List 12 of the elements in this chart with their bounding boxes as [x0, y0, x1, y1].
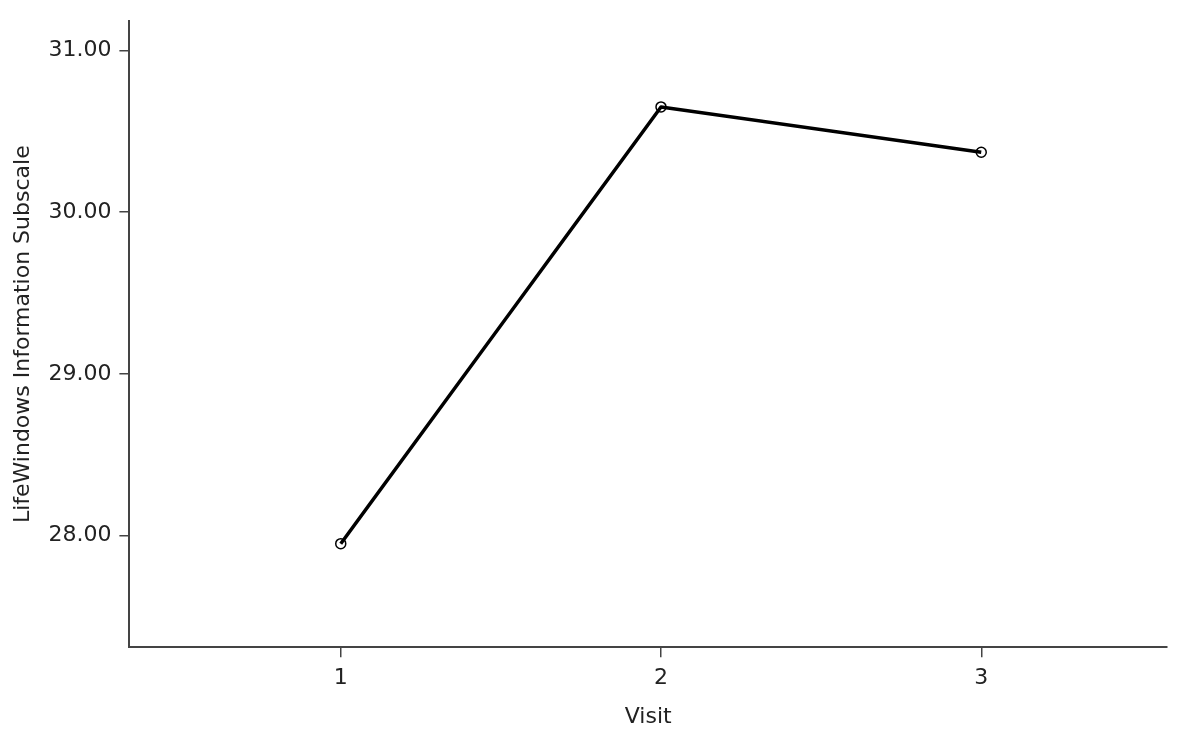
point: [975, 146, 987, 158]
y-tick-label: 28.00: [48, 521, 112, 547]
y-tick-label: 29.00: [48, 359, 112, 385]
x-tick-label: 1: [333, 664, 348, 690]
x-tick-label: 3: [974, 664, 989, 690]
point: [335, 537, 347, 550]
x-axis-title: Visit: [624, 702, 672, 728]
y-tick-label: 30.00: [48, 197, 112, 223]
point: [655, 101, 667, 113]
y-axis-title: LifeWindows Information Subscale: [8, 145, 34, 524]
x-tick-label: 2: [654, 664, 668, 690]
y-tick-label: 31.00: [48, 36, 112, 62]
